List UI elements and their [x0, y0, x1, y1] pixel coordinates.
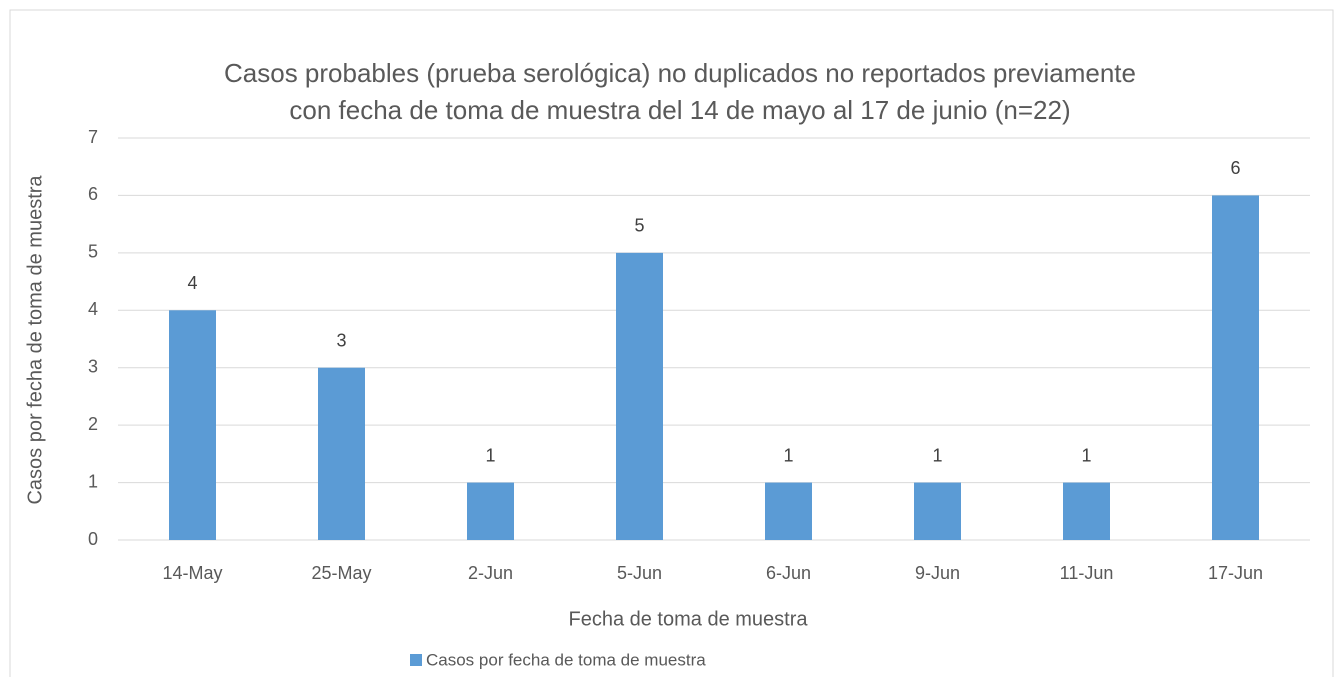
bar — [467, 482, 514, 540]
x-tick-label: 9-Jun — [915, 563, 960, 583]
data-label: 1 — [783, 445, 793, 465]
x-tick-label: 25-May — [311, 563, 371, 583]
x-tick-label: 17-Jun — [1208, 563, 1263, 583]
bar — [169, 310, 216, 540]
y-tick-label: 7 — [88, 127, 98, 147]
data-label: 3 — [336, 330, 346, 350]
bar — [1212, 195, 1259, 540]
bar — [914, 482, 961, 540]
y-tick-label: 4 — [88, 299, 98, 319]
chart-title: Casos probables (prueba serológica) no d… — [224, 58, 1136, 88]
x-tick-label: 2-Jun — [468, 563, 513, 583]
x-tick-label: 5-Jun — [617, 563, 662, 583]
bar — [765, 482, 812, 540]
y-tick-label: 2 — [88, 414, 98, 434]
data-label: 5 — [634, 216, 644, 236]
bar — [616, 252, 663, 540]
data-label: 4 — [187, 273, 197, 293]
x-tick-label: 6-Jun — [766, 563, 811, 583]
y-axis-title: Casos por fecha de toma de muestra — [24, 175, 46, 505]
x-tick-label: 11-Jun — [1060, 563, 1114, 583]
chart-border — [9, 9, 1334, 677]
x-tick-label: 14-May — [162, 563, 222, 583]
y-tick-label: 1 — [88, 471, 98, 491]
legend-swatch — [410, 654, 422, 666]
y-tick-label: 0 — [88, 529, 98, 549]
bar — [318, 367, 365, 540]
x-axis-title: Fecha de toma de muestra — [568, 608, 808, 630]
data-label: 1 — [932, 445, 942, 465]
y-tick-label: 5 — [88, 242, 98, 262]
bar — [1063, 482, 1110, 540]
data-label: 1 — [485, 445, 495, 465]
y-tick-label: 6 — [88, 184, 98, 204]
chart-title: con fecha de toma de muestra del 14 de m… — [289, 95, 1070, 125]
legend-label: Casos por fecha de toma de muestra — [426, 650, 706, 669]
y-tick-label: 3 — [88, 356, 98, 376]
data-label: 1 — [1081, 445, 1091, 465]
data-label: 6 — [1230, 158, 1240, 178]
